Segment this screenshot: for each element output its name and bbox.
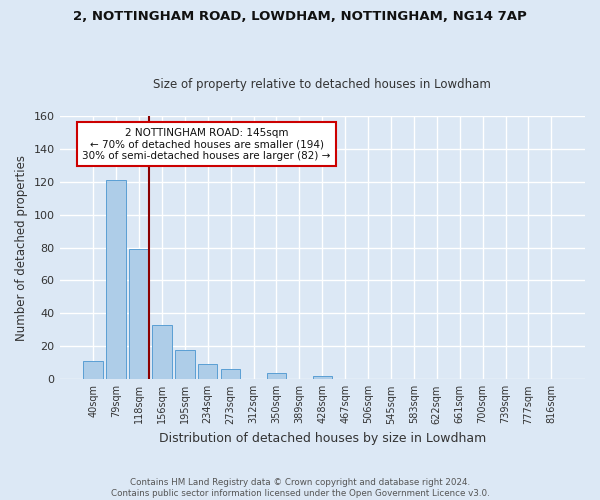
Y-axis label: Number of detached properties: Number of detached properties: [15, 154, 28, 340]
Bar: [152, 325, 172, 380]
Bar: [221, 370, 241, 380]
Bar: [267, 372, 286, 380]
Bar: [106, 180, 126, 380]
Bar: [83, 361, 103, 380]
Bar: [129, 249, 149, 380]
Bar: [198, 364, 217, 380]
Text: 2, NOTTINGHAM ROAD, LOWDHAM, NOTTINGHAM, NG14 7AP: 2, NOTTINGHAM ROAD, LOWDHAM, NOTTINGHAM,…: [73, 10, 527, 23]
X-axis label: Distribution of detached houses by size in Lowdham: Distribution of detached houses by size …: [158, 432, 486, 445]
Bar: [313, 376, 332, 380]
Title: Size of property relative to detached houses in Lowdham: Size of property relative to detached ho…: [154, 78, 491, 91]
Text: Contains HM Land Registry data © Crown copyright and database right 2024.
Contai: Contains HM Land Registry data © Crown c…: [110, 478, 490, 498]
Bar: [175, 350, 194, 380]
Text: 2 NOTTINGHAM ROAD: 145sqm
← 70% of detached houses are smaller (194)
30% of semi: 2 NOTTINGHAM ROAD: 145sqm ← 70% of detac…: [82, 128, 331, 161]
